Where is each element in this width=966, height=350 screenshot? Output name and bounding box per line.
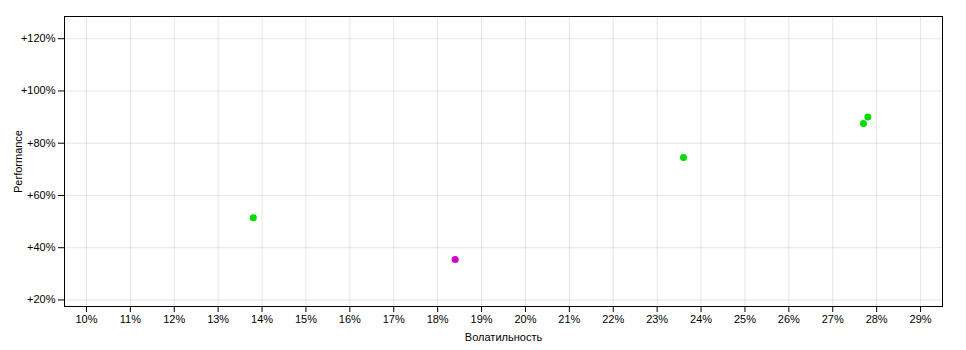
svg-text:+20%: +20% [27, 293, 56, 305]
svg-text:18%: 18% [427, 313, 449, 325]
svg-text:23%: 23% [646, 313, 668, 325]
svg-text:13%: 13% [207, 313, 229, 325]
svg-text:24%: 24% [690, 313, 712, 325]
svg-text:11%: 11% [120, 313, 141, 325]
svg-text:26%: 26% [778, 313, 800, 325]
svg-text:17%: 17% [383, 313, 405, 325]
svg-text:+100%: +100% [21, 84, 56, 96]
svg-text:16%: 16% [339, 313, 361, 325]
svg-text:15%: 15% [295, 313, 317, 325]
svg-text:25%: 25% [734, 313, 756, 325]
svg-text:21%: 21% [558, 313, 580, 325]
svg-text:14%: 14% [251, 313, 273, 325]
svg-text:+80%: +80% [27, 137, 56, 149]
svg-text:12%: 12% [163, 313, 185, 325]
svg-text:28%: 28% [866, 313, 888, 325]
svg-text:+40%: +40% [27, 241, 56, 253]
svg-text:29%: 29% [910, 313, 932, 325]
svg-text:20%: 20% [514, 313, 536, 325]
svg-text:+120%: +120% [21, 32, 56, 44]
svg-text:27%: 27% [822, 313, 844, 325]
svg-text:10%: 10% [75, 313, 97, 325]
svg-text:22%: 22% [602, 313, 624, 325]
svg-text:Performance: Performance [12, 130, 24, 193]
svg-text:Волатильность: Волатильность [465, 331, 543, 343]
svg-text:+60%: +60% [27, 189, 56, 201]
svg-text:19%: 19% [471, 313, 493, 325]
